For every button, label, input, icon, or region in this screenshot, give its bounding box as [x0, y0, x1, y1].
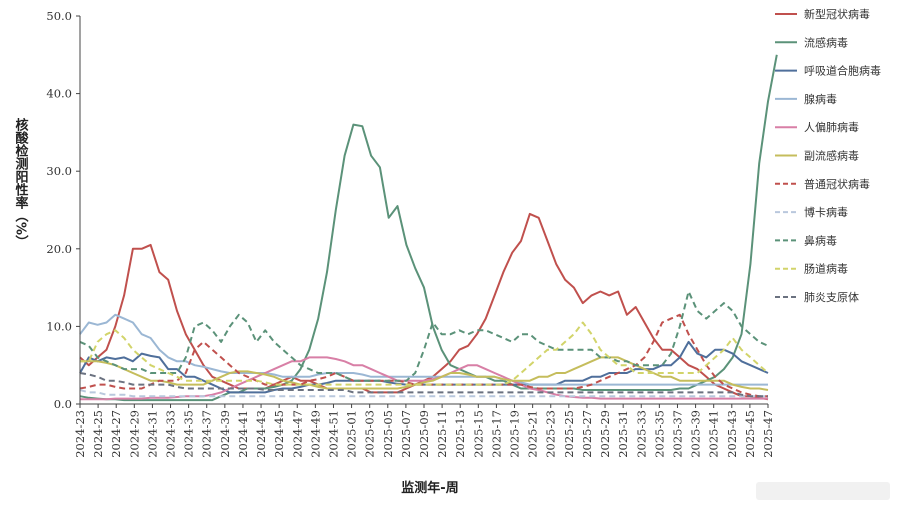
x-tick-label: 2025-41 [707, 410, 721, 458]
x-tick-label: 2024-23 [73, 410, 87, 458]
x-tick-label: 2025-31 [616, 410, 630, 458]
x-tick-label: 2025-03 [363, 410, 377, 458]
y-tick-label: 20.0 [46, 242, 72, 256]
y-axis-title: 核酸检测阳性率（%） [13, 117, 30, 248]
legend-label: 肠道病毒 [804, 262, 848, 276]
x-tick-label: 2024-39 [218, 410, 232, 458]
series-line [79, 54, 778, 402]
legend-label: 新型冠状病毒 [804, 7, 870, 21]
y-axis: 0.0 10.0 20.0 30.0 40.0 50.0 [46, 9, 81, 411]
y-tick-label: 40.0 [46, 87, 72, 101]
legend-label: 流感病毒 [804, 35, 848, 49]
series-line [79, 212, 769, 401]
x-tick-label: 2025-35 [652, 410, 666, 458]
x-tick-label: 2025-17 [489, 410, 503, 458]
x-tick-label: 2025-47 [761, 410, 775, 458]
x-tick-label: 2025-27 [580, 410, 594, 458]
series-line [80, 356, 768, 401]
legend-label: 腺病毒 [804, 92, 837, 106]
x-tick-label: 2024-49 [308, 410, 322, 458]
y-tick-label: 30.0 [46, 164, 72, 178]
legend: 新型冠状病毒流感病毒呼吸道合胞病毒腺病毒人偏肺病毒副流感病毒普通冠状病毒博卡病毒… [775, 7, 881, 304]
x-axis-title: 监测年-周 [401, 480, 458, 496]
series-line [79, 372, 768, 398]
x-tick-label: 2025-37 [670, 410, 684, 458]
legend-label: 肺炎支原体 [804, 290, 859, 304]
series-line [79, 313, 768, 386]
series-line [79, 389, 768, 398]
x-tick-label: 2024-51 [326, 410, 340, 458]
legend-label: 鼻病毒 [804, 233, 837, 247]
x-tick-label: 2025-13 [453, 410, 467, 458]
watermark [756, 482, 890, 500]
x-tick-label: 2025-33 [634, 410, 648, 458]
legend-label: 副流感病毒 [804, 149, 859, 163]
x-tick-label: 2025-09 [417, 410, 431, 458]
y-tick-label: 0.0 [54, 397, 72, 411]
y-tick-label: 10.0 [46, 319, 72, 333]
legend-label: 普通冠状病毒 [804, 177, 870, 191]
series-line [80, 321, 769, 386]
x-tick-label: 2025-07 [399, 410, 413, 458]
x-tick-label: 2024-47 [290, 410, 304, 458]
x-tick-label: 2024-35 [182, 410, 196, 458]
x-tick-label: 2025-45 [743, 410, 757, 458]
x-tick-label: 2025-39 [689, 410, 703, 458]
legend-label: 人偏肺病毒 [804, 120, 859, 134]
x-tick-label: 2024-31 [145, 410, 159, 458]
x-tick-label: 2025-21 [526, 410, 540, 458]
x-tick-label: 2025-11 [435, 410, 449, 458]
x-tick-label: 2024-45 [272, 410, 286, 458]
series-line [79, 340, 769, 394]
series-line [79, 313, 768, 398]
x-tick-label: 2024-25 [91, 410, 105, 458]
x-tick-label: 2024-43 [254, 410, 268, 458]
x-tick-label: 2025-01 [345, 410, 359, 458]
x-tick-label: 2024-33 [164, 410, 178, 458]
x-tick-label: 2024-29 [127, 410, 141, 458]
x-tick-label: 2025-15 [471, 410, 485, 458]
x-tick-label: 2025-43 [725, 410, 739, 458]
x-tick-label: 2025-19 [508, 410, 522, 458]
legend-label: 呼吸道合胞病毒 [804, 64, 881, 78]
x-tick-label: 2024-37 [200, 410, 214, 458]
legend-label: 博卡病毒 [804, 205, 848, 219]
plot-lines [79, 54, 778, 402]
x-tick-label: 2025-05 [381, 410, 395, 458]
x-tick-label: 2025-25 [562, 410, 576, 458]
series-line [79, 290, 769, 382]
x-tick-label: 2024-41 [236, 410, 250, 458]
x-tick-label: 2024-27 [109, 410, 123, 458]
x-axis: 2024-23 2024-25 2024-27 2024-29 2024-31 2024-… [73, 403, 775, 458]
x-tick-label: 2025-23 [544, 410, 558, 458]
y-tick-label: 50.0 [46, 9, 72, 23]
x-tick-label: 2025-29 [598, 410, 612, 458]
